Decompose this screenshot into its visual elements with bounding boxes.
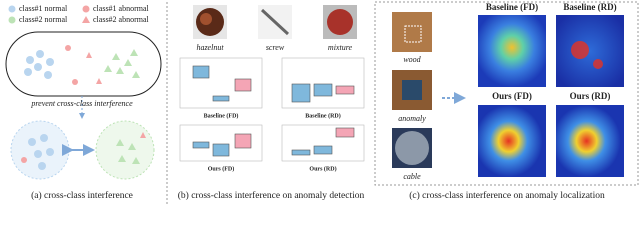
sample-image: [395, 131, 429, 165]
normal-points: [24, 50, 54, 79]
heatmap-spot: [571, 41, 589, 59]
legend-icon: [82, 5, 90, 13]
heatmap-label: Baseline (RD): [563, 2, 616, 12]
feature-space: [5, 31, 162, 97]
image-label: cable: [403, 172, 421, 181]
legend-icon: [82, 16, 90, 23]
abnormal-points: [65, 45, 102, 85]
sample-image: [404, 25, 422, 43]
sample-image: [260, 8, 290, 36]
abnormal-points: [21, 132, 146, 163]
caption: (c) cross-class interference on anomaly …: [409, 190, 605, 201]
heatmap-spot: [593, 59, 603, 69]
image-label: mixture: [328, 43, 353, 52]
sample-image: [392, 12, 432, 52]
normal-points: [104, 49, 140, 78]
sample-image: [402, 80, 422, 100]
plot-label: Ours (FD): [208, 165, 235, 172]
panel-b: hazelnut screw mixture Baseline (FD) Bas…: [178, 5, 365, 201]
figure: class#1 normal class#1 abnormal class#2 …: [5, 1, 639, 205]
heatmap-label: Ours (RD): [570, 91, 611, 101]
normal-points: [28, 134, 54, 170]
sample-image: [327, 9, 353, 35]
plot-label: Baseline (RD): [305, 112, 341, 119]
image-label: screw: [266, 43, 285, 52]
legend-entry: class#2 abnormal: [93, 15, 150, 24]
heatmap: [478, 15, 546, 87]
legend-entry: class#1 normal: [19, 4, 68, 13]
box-plots: [192, 65, 355, 157]
annotation: prevent cross-class interference: [30, 99, 133, 108]
plot-label: Ours (RD): [309, 165, 336, 172]
heatmap-label: Baseline (FD): [486, 2, 538, 12]
heatmap: [556, 105, 624, 177]
legend-entry: class#1 abnormal: [93, 4, 150, 13]
caption: (a) cross-class interference: [31, 190, 133, 201]
caption: (b) cross-class interference on anomaly …: [178, 190, 365, 201]
plot-frames: [179, 57, 365, 162]
sample-image: [200, 13, 212, 25]
panel-border: [374, 1, 639, 186]
plot-label: Baseline (FD): [204, 112, 239, 119]
heatmap: [478, 105, 546, 177]
legend-entry: class#2 normal: [19, 15, 68, 24]
panel-a: class#1 normal class#1 abnormal class#2 …: [5, 4, 162, 201]
heatmap: [556, 15, 624, 87]
image-label: anomaly: [398, 114, 426, 123]
image-label: wood: [403, 55, 421, 64]
normal-points: [116, 139, 140, 164]
cluster: [95, 120, 155, 180]
cluster: [10, 120, 70, 180]
heatmap-label: Ours (FD): [492, 91, 532, 101]
image-label: hazelnut: [196, 43, 224, 52]
legend-icon: [8, 16, 16, 24]
legend-icon: [8, 5, 16, 13]
panel-c: wood anomaly cable Baseline (FD) Baselin…: [392, 2, 624, 201]
